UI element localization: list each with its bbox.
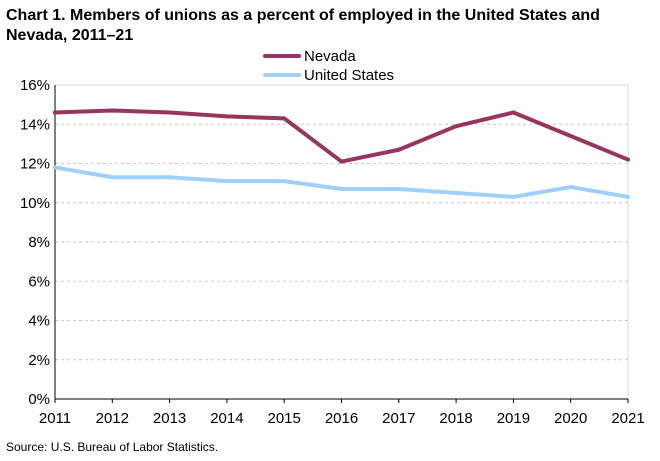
data-point-united-states-2018 bbox=[454, 190, 459, 195]
chart-source: Source: U.S. Bureau of Labor Statistics. bbox=[6, 440, 219, 454]
data-point-united-states-2017 bbox=[396, 187, 401, 192]
y-tick-label-2: 2% bbox=[28, 352, 50, 369]
x-tick-label-2014: 2014 bbox=[210, 410, 243, 427]
data-point-nevada-2014 bbox=[224, 114, 229, 119]
legend-label-nevada: Nevada bbox=[304, 48, 356, 65]
y-tick-label-10: 10% bbox=[20, 195, 50, 212]
data-point-nevada-2015 bbox=[282, 116, 287, 121]
data-point-united-states-2014 bbox=[224, 179, 229, 184]
series-line-nevada bbox=[53, 108, 630, 164]
x-tick-label-2017: 2017 bbox=[382, 410, 415, 427]
data-point-nevada-2019 bbox=[511, 110, 516, 115]
x-tick-label-2019: 2019 bbox=[497, 410, 530, 427]
data-point-nevada-2011 bbox=[53, 110, 57, 115]
legend-label-united-states: United States bbox=[304, 67, 394, 84]
y-tick-label-8: 8% bbox=[28, 234, 50, 251]
data-point-united-states-2021 bbox=[626, 194, 630, 199]
y-tick-label-6: 6% bbox=[28, 273, 50, 290]
data-point-nevada-2020 bbox=[568, 134, 573, 139]
data-point-nevada-2021 bbox=[626, 157, 630, 162]
y-tick-label-12: 12% bbox=[20, 156, 50, 173]
x-tick-label-2018: 2018 bbox=[439, 410, 472, 427]
y-tick-label-16: 16% bbox=[20, 77, 50, 94]
x-tick-label-2020: 2020 bbox=[554, 410, 587, 427]
x-tick-label-2021: 2021 bbox=[611, 410, 644, 427]
series-line-united-states bbox=[53, 165, 630, 199]
data-point-united-states-2011 bbox=[53, 165, 57, 170]
data-point-united-states-2016 bbox=[339, 187, 344, 192]
x-tick-label-2013: 2013 bbox=[153, 410, 186, 427]
y-tick-label-14: 14% bbox=[20, 116, 50, 133]
x-tick-label-2011: 2011 bbox=[39, 410, 71, 427]
y-tick-label-4: 4% bbox=[28, 313, 50, 330]
data-point-united-states-2020 bbox=[568, 185, 573, 190]
x-tick-label-2012: 2012 bbox=[96, 410, 129, 427]
data-point-united-states-2015 bbox=[282, 179, 287, 184]
x-tick-label-2015: 2015 bbox=[268, 410, 301, 427]
data-point-nevada-2013 bbox=[167, 110, 172, 115]
data-point-nevada-2018 bbox=[454, 124, 459, 129]
data-point-united-states-2013 bbox=[167, 175, 172, 180]
data-point-united-states-2012 bbox=[110, 175, 115, 180]
data-point-united-states-2019 bbox=[511, 194, 516, 199]
data-point-nevada-2012 bbox=[110, 108, 115, 113]
data-point-nevada-2016 bbox=[339, 159, 344, 164]
data-point-nevada-2017 bbox=[396, 147, 401, 152]
y-tick-label-0: 0% bbox=[28, 391, 50, 408]
x-tick-label-2016: 2016 bbox=[325, 410, 358, 427]
chart-title: Chart 1. Members of unions as a percent … bbox=[6, 7, 600, 44]
